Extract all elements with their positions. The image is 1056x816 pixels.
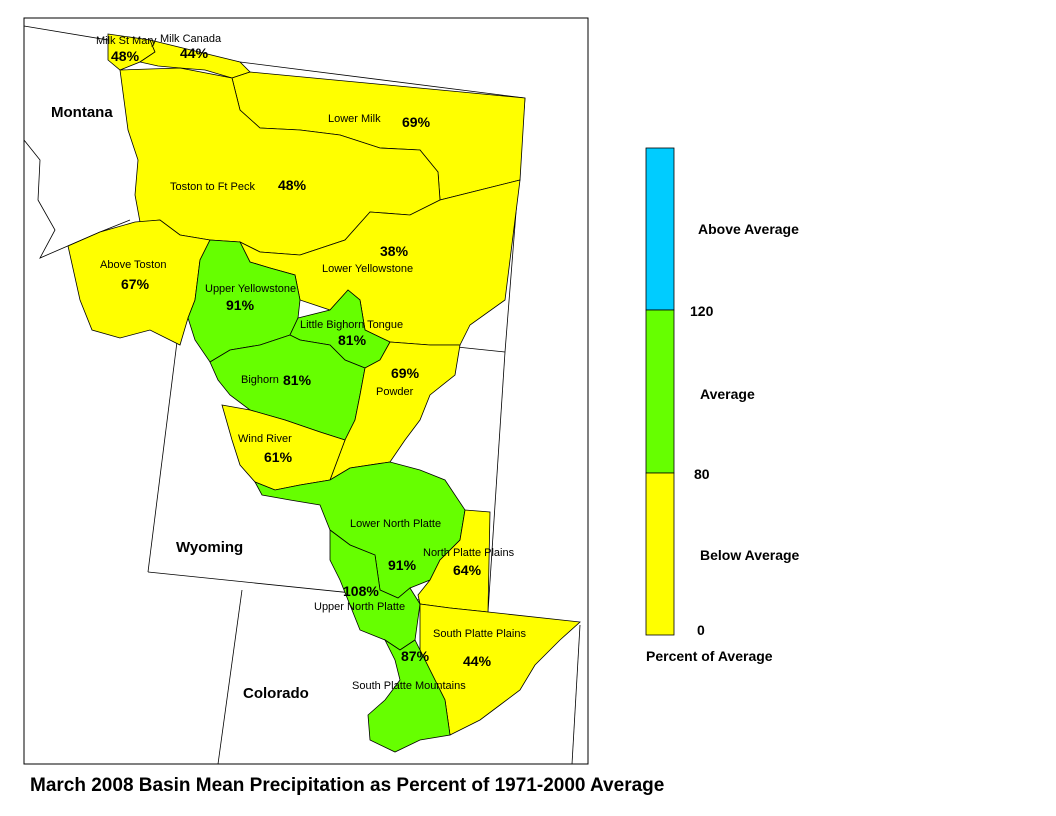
legend-swatch-average [645, 309, 675, 474]
legend-label-below: Below Average [700, 547, 800, 563]
basin-label-lower-yellowstone: Lower Yellowstone [322, 263, 413, 275]
basin-pct-lower-milk: 69% [402, 114, 431, 130]
basin-label-little-bighorn-tongue: Little Bighorn Tongue [300, 319, 403, 331]
basin-label-milk-canada: Milk Canada [160, 33, 222, 45]
legend-label-above: Above Average [698, 221, 799, 237]
basin-pct-lower-north-platte: 91% [388, 557, 417, 573]
map-title: March 2008 Basin Mean Precipitation as P… [30, 775, 664, 796]
state-label-colorado: Colorado [243, 685, 309, 702]
legend-swatch-above [645, 147, 675, 311]
legend-caption: Percent of Average [646, 648, 773, 664]
basin-label-powder: Powder [376, 386, 414, 398]
basin-label-bighorn: Bighorn [241, 374, 279, 386]
basin-label-south-platte-plains: South Platte Plains [433, 628, 526, 640]
legend-tick-80: 80 [694, 466, 710, 482]
legend-tick-120: 120 [690, 303, 714, 319]
basin-pct-powder: 69% [391, 365, 420, 381]
basin-label-wind-river: Wind River [238, 433, 292, 445]
basin-pct-upper-north-platte: 108% [343, 583, 379, 599]
colorado-west-border [217, 589, 243, 765]
basin-milk-canada[interactable] [138, 39, 251, 79]
state-label-montana: Montana [51, 104, 113, 121]
basin-pct-wind-river: 61% [264, 449, 293, 465]
state-label-wyoming: Wyoming [176, 539, 243, 556]
basin-label-above-toston: Above Toston [100, 259, 166, 271]
basin-label-south-platte-mountains: South Platte Mountains [352, 680, 466, 692]
basin-label-upper-north-platte: Upper North Platte [314, 601, 405, 613]
basins [67, 33, 581, 753]
basin-pct-little-bighorn-tongue: 81% [338, 332, 367, 348]
basin-label-upper-yellowstone: Upper Yellowstone [205, 283, 296, 295]
basin-pct-lower-yellowstone: 38% [380, 243, 409, 259]
basin-label-lower-north-platte: Lower North Platte [350, 518, 441, 530]
legend-label-average: Average [700, 386, 755, 402]
basin-pct-bighorn: 81% [283, 372, 312, 388]
wyoming-west-border [147, 317, 181, 573]
basin-pct-south-platte-mountains: 87% [401, 648, 430, 664]
basin-pct-milk-st-mary: 48% [111, 48, 140, 64]
basin-pct-milk-canada: 44% [180, 45, 209, 61]
legend: Above Average 120 Average 80 Below Avera… [645, 147, 800, 664]
basin-pct-above-toston: 67% [121, 276, 150, 292]
basin-powder[interactable] [329, 341, 461, 481]
basin-label-lower-milk: Lower Milk [328, 113, 381, 125]
basin-pct-north-platte-plains: 64% [453, 562, 482, 578]
wyoming-east-border [487, 351, 506, 613]
legend-tick-0: 0 [697, 622, 705, 638]
basin-label-toston-ft-peck: Toston to Ft Peck [170, 181, 255, 193]
basin-south-platte-mountains[interactable] [367, 638, 451, 753]
basin-labels: Milk St Mary 48% Milk Canada 44% Lower M… [96, 33, 526, 692]
basin-pct-toston-ft-peck: 48% [278, 177, 307, 193]
legend-swatch-below [645, 472, 675, 636]
colorado-east-border [571, 624, 581, 765]
basin-north-platte-plains[interactable] [417, 509, 491, 613]
basin-label-north-platte-plains: North Platte Plains [423, 547, 515, 559]
basin-pct-south-platte-plains: 44% [463, 653, 492, 669]
basin-label-milk-st-mary: Milk St Mary [96, 35, 157, 47]
basin-pct-upper-yellowstone: 91% [226, 297, 255, 313]
